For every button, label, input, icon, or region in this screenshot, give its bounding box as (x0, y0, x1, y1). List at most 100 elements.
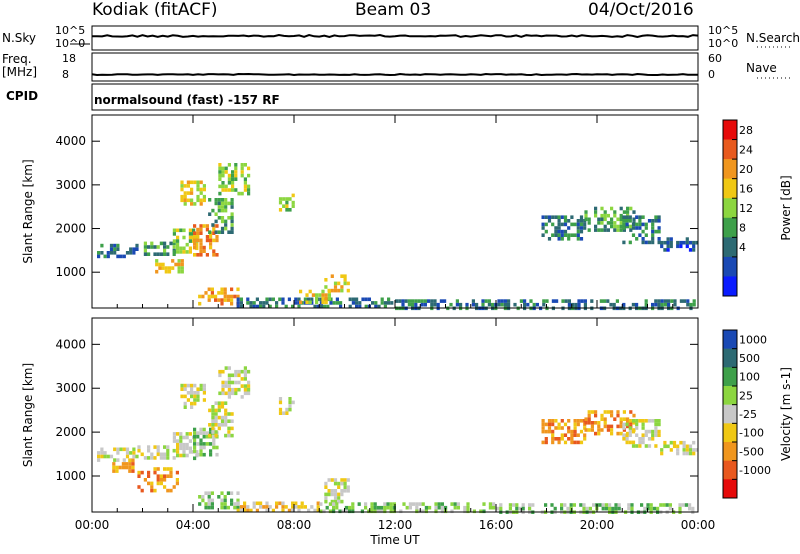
data-cell (692, 299, 696, 303)
data-cell (140, 452, 144, 457)
data-cell (196, 442, 200, 446)
nsearch-tick-bottom: 10^0 (708, 37, 739, 50)
data-cell (619, 421, 623, 425)
data-cell (294, 297, 298, 302)
data-cell (603, 421, 607, 425)
data-cell (590, 421, 594, 425)
data-cell (567, 237, 571, 241)
data-cell (153, 245, 157, 249)
data-cell (335, 297, 339, 302)
data-cell (328, 502, 332, 506)
data-cell (324, 285, 328, 289)
data-cell (204, 502, 208, 506)
data-cell (237, 369, 241, 374)
data-cell (361, 297, 365, 302)
data-cell (135, 247, 139, 251)
data-cell (199, 445, 203, 450)
data-cell (122, 458, 126, 462)
data-cell (330, 478, 334, 482)
data-cell (153, 467, 157, 471)
data-cell (291, 400, 295, 405)
data-cell (239, 304, 243, 309)
data-cell (227, 412, 231, 416)
data-cell (153, 252, 157, 256)
data-cell (541, 440, 545, 445)
data-cell (218, 173, 222, 178)
data-cell (211, 415, 215, 420)
data-cell (284, 304, 288, 309)
data-cell (541, 233, 545, 237)
data-cell (641, 222, 645, 227)
data-cell (243, 369, 247, 374)
y-tick-label: 2000 (55, 222, 86, 236)
data-cell (186, 398, 190, 402)
data-cell (351, 301, 355, 305)
data-cell (622, 222, 626, 227)
data-cell (685, 451, 689, 456)
data-cell (570, 233, 574, 237)
data-cell (683, 299, 687, 303)
data-cell (237, 387, 241, 392)
data-cell (594, 413, 598, 418)
data-cell (156, 252, 160, 256)
data-cell (433, 302, 437, 307)
data-cell (186, 383, 190, 388)
data-cell (414, 302, 418, 307)
data-cell (387, 297, 391, 302)
data-cell (340, 492, 344, 497)
data-cell (414, 299, 418, 303)
data-cell (230, 223, 234, 227)
data-cell (450, 502, 454, 506)
data-cell (329, 301, 333, 305)
data-cell (259, 505, 263, 509)
data-cell (632, 421, 636, 425)
data-cell (217, 298, 221, 302)
data-cell (227, 430, 231, 434)
data-cell (282, 197, 286, 201)
data-cell (199, 231, 203, 235)
data-cell (218, 191, 222, 196)
data-cell (569, 506, 573, 511)
data-cell (159, 478, 163, 482)
data-cell (150, 241, 154, 246)
data-cell (196, 431, 200, 435)
data-cell (218, 373, 222, 378)
data-cell (567, 429, 571, 434)
data-cell (202, 184, 206, 188)
data-cell (628, 433, 632, 437)
data-cell (215, 238, 219, 243)
data-cell (231, 188, 235, 192)
data-cell (339, 304, 343, 309)
data-cell (584, 210, 588, 214)
data-cell (337, 485, 341, 489)
data-cell (230, 216, 234, 220)
data-cell (613, 224, 617, 229)
data-cell (199, 180, 203, 185)
data-cell (541, 419, 545, 423)
data-cell (420, 302, 424, 307)
data-cell (666, 444, 670, 449)
nsky-tick-top: 10^5 (55, 24, 86, 37)
data-cell (631, 222, 636, 227)
data-cell (619, 431, 623, 436)
data-cell (475, 302, 479, 307)
data-cell (97, 451, 101, 455)
data-cell (488, 505, 492, 510)
data-cell (275, 505, 279, 509)
data-cell (252, 501, 256, 506)
data-cell (541, 226, 545, 230)
data-cell (265, 505, 269, 509)
data-cell (118, 465, 122, 470)
data-cell (218, 170, 222, 174)
data-cell (177, 262, 181, 267)
data-cell (237, 373, 241, 378)
data-cell (205, 434, 209, 439)
data-cell (217, 401, 221, 405)
data-cell (685, 444, 689, 449)
data-cell (297, 508, 301, 513)
data-cell (649, 506, 653, 511)
data-cell (597, 221, 601, 225)
data-cell (220, 291, 224, 295)
data-cell (346, 485, 350, 489)
data-cell (383, 502, 387, 506)
